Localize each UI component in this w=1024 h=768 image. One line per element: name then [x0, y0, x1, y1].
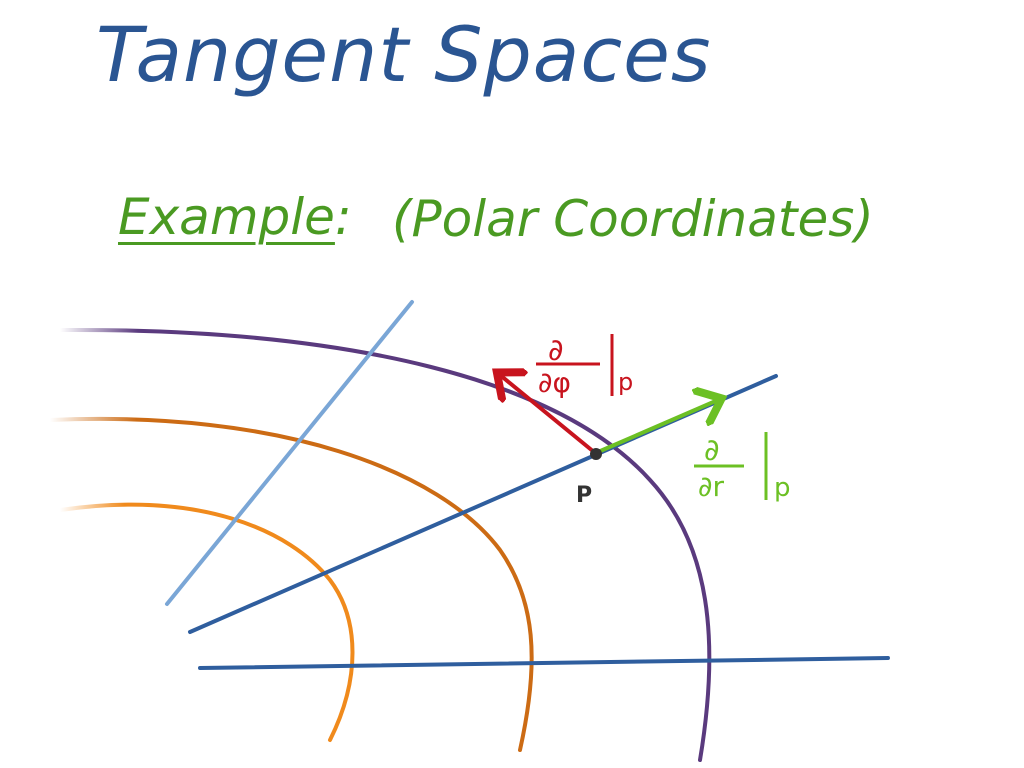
coordinate-circle-middle: [48, 416, 534, 752]
r-tangent-vector: [596, 400, 718, 454]
example-label: Example: [118, 188, 335, 246]
r-label-denominator: ∂r: [698, 470, 724, 503]
example-description: (Polar Coordinates): [392, 190, 874, 248]
example-heading: Example:: [118, 188, 352, 246]
phi-label-numerator: ∂: [548, 333, 564, 368]
phi-label-denominator: ∂φ: [538, 366, 571, 399]
coordinate-circle-inner: [58, 502, 355, 742]
light-blue-line: [165, 300, 414, 606]
r-label-numerator: ∂: [704, 433, 720, 468]
example-colon: :: [334, 188, 352, 246]
point-p-marker: [590, 448, 602, 460]
point-p-label: P: [576, 483, 592, 508]
phi-vector-label: ∂ ∂φ p: [536, 333, 633, 399]
phi-label-subscript: p: [618, 368, 633, 396]
r-vector-label: ∂ ∂r p: [694, 432, 791, 503]
r-label-subscript: p: [774, 473, 791, 503]
horizontal-axis: [198, 656, 890, 670]
phi-tangent-vector: [500, 375, 596, 454]
page-title: Tangent Spaces: [96, 10, 712, 99]
